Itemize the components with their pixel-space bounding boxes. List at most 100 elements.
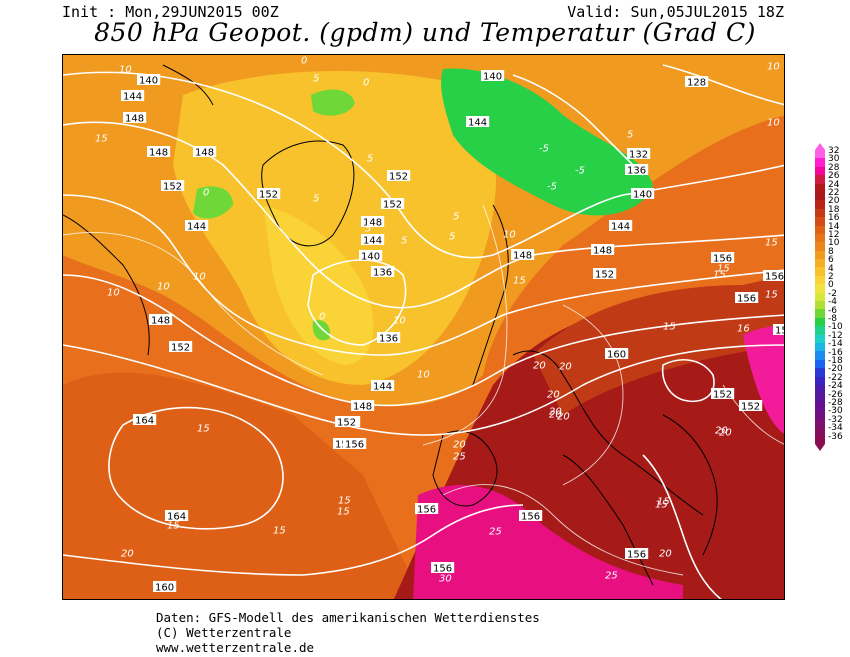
temp-zone-south bbox=[63, 372, 423, 599]
geopotential-label: 152 bbox=[741, 402, 760, 413]
geopotential-label: 144 bbox=[187, 222, 206, 233]
credit-copyright: (C) Wetterzentrale bbox=[156, 625, 292, 640]
scale-label: -24 bbox=[828, 381, 843, 392]
scale-swatch bbox=[815, 217, 825, 226]
temperature-label: 25 bbox=[605, 571, 618, 582]
contour-label-bg bbox=[257, 188, 281, 199]
credit-source: Daten: GFS-Modell des amerikanischen Wet… bbox=[156, 610, 540, 625]
scale-label: -20 bbox=[828, 364, 843, 375]
scale-label: -14 bbox=[828, 339, 843, 350]
scale-swatch bbox=[815, 376, 825, 385]
scale-label: -22 bbox=[828, 372, 843, 383]
weather-map: 10 140 144 148 15 148 152 144 10 10 148 152 15 164 15 1… bbox=[62, 54, 785, 600]
temperature-scale bbox=[815, 143, 825, 451]
scale-swatch bbox=[815, 200, 825, 209]
contour-label-bg bbox=[361, 216, 385, 227]
contour-label-bg bbox=[711, 252, 735, 263]
contour-label-bg bbox=[133, 414, 157, 425]
temperature-label: 20 bbox=[453, 440, 466, 451]
contour-label-bg bbox=[739, 400, 763, 411]
scale-swatch bbox=[815, 426, 825, 436]
temperature-label: 5 bbox=[449, 232, 455, 243]
geopotential-label: 152 bbox=[337, 418, 356, 429]
contour-label-bg bbox=[371, 380, 395, 391]
contour-label-bg bbox=[735, 292, 759, 303]
scale-label: 12 bbox=[828, 230, 840, 240]
geopotential-label: 160 bbox=[607, 350, 626, 361]
contour-label-bg bbox=[627, 148, 651, 159]
temperature-label: 15 bbox=[338, 496, 351, 507]
geopotential-label: 148 bbox=[353, 402, 372, 413]
temperature-label: 25 bbox=[489, 527, 502, 538]
geopotential-label: 148 bbox=[195, 148, 214, 159]
contour-label-bg bbox=[121, 90, 145, 101]
temperature-label: 0 bbox=[319, 312, 325, 323]
contour-label-bg bbox=[773, 324, 784, 335]
contour-label-bg bbox=[511, 249, 535, 260]
contour-label-bg bbox=[625, 164, 649, 175]
scale-label: 0 bbox=[828, 280, 834, 291]
contour-label-bg bbox=[371, 266, 395, 277]
temperature-label: 15 bbox=[663, 322, 676, 333]
scale-label: -30 bbox=[828, 406, 843, 417]
scale-swatch bbox=[815, 166, 825, 176]
valid-time: Valid: Sun,05JUL2015 18Z bbox=[567, 3, 784, 21]
temperature-label: 15 bbox=[765, 290, 778, 301]
scale-swatch bbox=[815, 401, 825, 411]
scale-label: -16 bbox=[828, 347, 843, 358]
geopotential-label: 140 bbox=[483, 72, 502, 83]
scale-swatch bbox=[815, 317, 825, 327]
temp-zone-colder bbox=[263, 205, 374, 365]
temperature-label: 10 bbox=[393, 316, 406, 327]
temperature-label: 10 bbox=[417, 370, 430, 381]
geopotential-label: 156 bbox=[345, 440, 364, 451]
temperature-label: 10 bbox=[193, 272, 206, 283]
contour-label-bg bbox=[351, 400, 375, 411]
geopotential-label: 148 bbox=[125, 114, 144, 125]
geopotential-label: 152 bbox=[713, 390, 732, 401]
contour-label-bg bbox=[137, 74, 161, 85]
contour-label-bg bbox=[361, 234, 385, 245]
geopotential-label: 148 bbox=[593, 246, 612, 257]
scale-swatch bbox=[815, 384, 825, 394]
contour-label-bg bbox=[169, 341, 193, 352]
scale-label: -12 bbox=[828, 330, 843, 341]
scale-swatch bbox=[815, 351, 825, 360]
scale-swatch bbox=[815, 158, 825, 167]
temperature-label: -5 bbox=[547, 182, 557, 193]
credit-website: www.wetterzentrale.de bbox=[156, 640, 315, 655]
geopotential-label: 128 bbox=[687, 78, 706, 89]
contour-label-bg bbox=[466, 116, 490, 127]
scale-swatch bbox=[815, 342, 825, 352]
temperature-label: 20 bbox=[557, 412, 570, 423]
scale-swatch bbox=[815, 368, 825, 377]
scale-label: -32 bbox=[828, 414, 843, 425]
scale-swatch bbox=[815, 334, 825, 343]
contour-label-bg bbox=[123, 112, 147, 123]
scale-swatch bbox=[815, 259, 825, 268]
scale-label: 28 bbox=[828, 162, 840, 173]
scale-label: 18 bbox=[828, 204, 840, 215]
geopotential-label: 164 bbox=[167, 512, 186, 523]
geopotential-label: 164 bbox=[135, 416, 154, 427]
scale-swatch bbox=[815, 208, 825, 218]
temperature-label: 5 bbox=[367, 154, 373, 165]
temperature-label: 5 bbox=[627, 130, 633, 141]
contour-label-bg bbox=[519, 510, 543, 521]
scale-label: -8 bbox=[828, 314, 837, 324]
geopotential-label: 148 bbox=[513, 251, 532, 262]
temperature-label: 15 bbox=[655, 500, 668, 511]
scale-label: 32 bbox=[828, 146, 840, 156]
scale-swatch bbox=[815, 301, 825, 310]
temperature-label: -5 bbox=[575, 166, 585, 177]
geopotential-label: 136 bbox=[373, 268, 392, 279]
scale-arrow-top-icon bbox=[815, 143, 825, 150]
contour-label-bg bbox=[625, 548, 649, 559]
scale-label: -2 bbox=[828, 288, 837, 299]
contour-label-bg bbox=[147, 146, 171, 157]
temperature-label: 10 bbox=[119, 65, 132, 76]
scale-label: -26 bbox=[828, 389, 843, 400]
scale-swatch bbox=[815, 225, 825, 234]
geopotential-label: 156 bbox=[417, 505, 436, 516]
contour-label-bg bbox=[161, 180, 185, 191]
